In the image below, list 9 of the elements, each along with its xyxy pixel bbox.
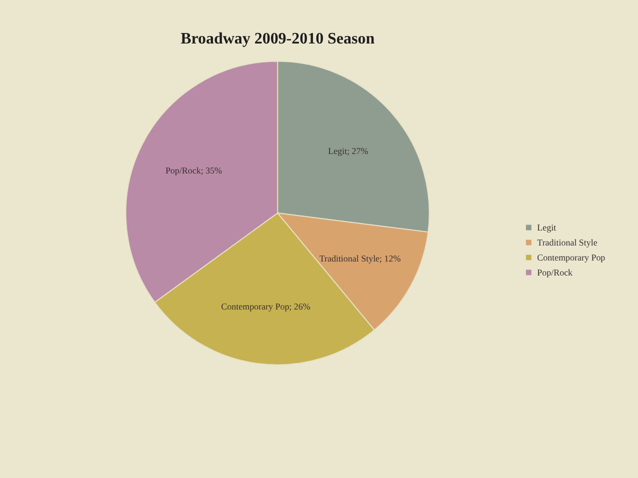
chart-title: Broadway 2009-2010 Season (180, 30, 375, 48)
legend-label: Contemporary Pop (537, 252, 606, 262)
data-label: Legit; 27% (328, 146, 369, 156)
data-label: Contemporary Pop; 26% (221, 301, 311, 312)
legend-label: Pop/Rock (537, 267, 574, 278)
data-label: Pop/Rock; 35% (165, 165, 223, 176)
legend-label: Legit (537, 222, 557, 233)
data-label: Traditional Style; 12% (319, 253, 402, 264)
legend-label: Traditional Style (537, 237, 598, 248)
